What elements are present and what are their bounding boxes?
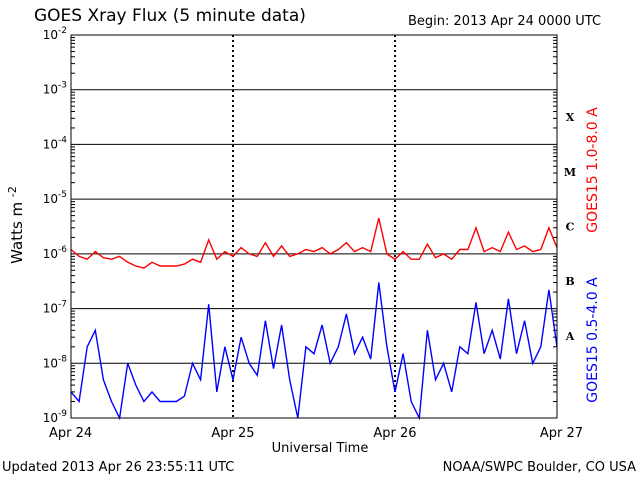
series-line [70,217,558,269]
y-tick-label: 10-9 [43,409,68,425]
x-axis-label: Universal Time [271,441,369,456]
plot-frame [70,34,558,419]
y-tick-label: 10-7 [43,300,67,316]
x-tick-label: Apr 25 [211,426,254,441]
y-tick-label: 10-3 [43,81,67,97]
x-tick-label: Apr 24 [49,426,92,441]
flare-class-label: B [565,275,574,288]
y-tick-label: 10-2 [43,26,67,42]
legend-entry: GOES15 1.0-8.0 A [585,107,601,233]
series-layer [70,217,558,421]
flare-class-label: A [565,330,575,343]
flare-class-label: M [564,166,576,179]
chart-title: GOES Xray Flux (5 minute data) [34,6,306,26]
credit-text: NOAA/SWPC Boulder, CO USA [442,460,636,475]
x-tick-label: Apr 26 [373,426,416,441]
updated-timestamp: Updated 2013 Apr 26 23:55:11 UTC [2,460,235,475]
series-line [70,282,558,421]
flare-class-label: C [566,221,575,234]
y-tick-label: 10-5 [43,190,67,206]
y-tick-label: 10-8 [43,354,68,370]
flare-class-label: X [566,111,575,124]
begin-time: Begin: 2013 Apr 24 0000 UTC [408,14,602,29]
x-tick-label: Apr 27 [540,426,583,441]
y-tick-label: 10-4 [43,135,68,151]
legend-entry: GOES15 0.5-4.0 A [585,277,601,403]
grid-layer [71,34,557,419]
y-axis-label: Watts m -2 [6,186,26,264]
y-tick-label: 10-6 [43,245,68,261]
